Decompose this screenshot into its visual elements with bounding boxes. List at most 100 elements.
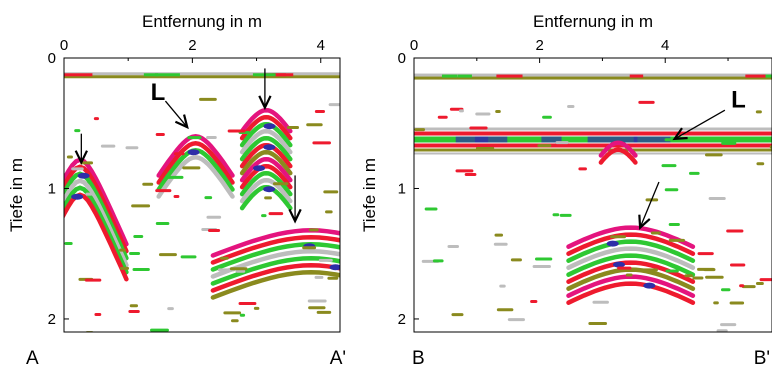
scatter-reflection: [204, 196, 213, 200]
y-tick-label: 0: [48, 50, 56, 67]
scatter-reflection: [703, 268, 716, 272]
hyperbola-band: [156, 141, 235, 185]
layer-reflection-dark-segment: [455, 136, 489, 143]
scatter-reflection: [493, 242, 508, 246]
scatter-reflection: [537, 144, 552, 148]
scatter-reflection: [668, 222, 680, 226]
hyperbola-band: [239, 149, 293, 176]
arrow-head: [672, 127, 688, 141]
scatter-reflection: [227, 129, 246, 133]
panel-b-y-axis-title: Tiefe in m: [360, 158, 379, 232]
scatter-reflection: [182, 166, 201, 170]
hyperbola-band: [239, 163, 293, 190]
surface-reflection-segment: [629, 74, 644, 78]
scatter-reflection: [769, 145, 772, 149]
scatter-reflection: [306, 123, 323, 127]
profile-start-label-a: A: [26, 348, 39, 369]
scatter-reflection: [640, 268, 658, 272]
scatter-reflection: [235, 269, 246, 273]
scatter-reflection: [66, 155, 73, 159]
hyperbola-band: [566, 281, 696, 305]
panel-a: 0 2 4 0 1 2 Entfernung in m Tiefe in m A A' L: [7, 12, 346, 369]
scatter-reflection: [720, 323, 737, 327]
scatter-reflection: [131, 204, 151, 208]
scatter-reflection: [451, 313, 464, 317]
scatter-reflection: [180, 255, 197, 259]
hyperbola-band: [210, 234, 340, 265]
scatter-reflection: [729, 301, 745, 305]
scatter-reflection: [323, 190, 339, 194]
scatter-reflection: [316, 310, 332, 314]
hyperbola-band: [566, 274, 696, 298]
scatter-reflection: [447, 244, 460, 248]
scatter-reflection: [85, 192, 93, 196]
scatter-reflection: [155, 132, 165, 136]
layer-reflection-dark-segment: [541, 136, 562, 143]
scatter-reflection: [173, 152, 185, 156]
hyperbola-band: [239, 135, 293, 162]
surface-reflection-segment: [457, 74, 472, 78]
scatter-reflection: [455, 169, 474, 173]
scatter-reflection: [129, 304, 138, 308]
scatter-reflection: [129, 252, 141, 256]
hyperbola-band: [239, 177, 293, 204]
scatter-reflection: [716, 329, 728, 332]
scatter-reflection: [661, 164, 677, 168]
scatter-reflection: [238, 301, 257, 305]
scatter-reflection: [312, 141, 331, 145]
layer-reflection-band: [414, 143, 772, 148]
scatter-reflection: [617, 266, 632, 270]
scatter-reflection: [721, 141, 737, 145]
hyperbola-band: [566, 267, 696, 291]
surface-reflection-segment: [762, 74, 772, 78]
scatter-reflection: [713, 301, 719, 305]
panel-b-ticks: 0 2 4 0 1 2: [398, 37, 729, 328]
hyperbola-band: [566, 232, 696, 256]
scatter-reflection: [166, 175, 184, 179]
layer-reflection-band: [414, 127, 772, 131]
arrow-head: [288, 208, 302, 224]
scatter-reflection: [530, 300, 538, 304]
surface-reflection-segment: [745, 74, 766, 78]
scatter-reflection: [759, 278, 772, 282]
arrow-head: [174, 114, 189, 130]
scatter-reflection: [507, 318, 525, 322]
scatter-reflection: [729, 263, 746, 267]
x-tick-label: 0: [60, 37, 68, 54]
scatter-reflection: [268, 212, 284, 216]
scatter-reflection: [755, 110, 762, 114]
hyperbola-dark-spot: [71, 193, 84, 200]
scatter-reflection: [499, 284, 506, 288]
scatter-reflection: [325, 210, 333, 214]
scatter-reflection: [308, 228, 319, 232]
hyperbola-band: [239, 156, 293, 183]
hyperbola-band: [210, 255, 340, 286]
scatter-reflection: [142, 182, 154, 186]
scatter-reflection: [559, 213, 572, 217]
layer-reflection-band: [414, 148, 772, 152]
scatter-reflection: [307, 299, 327, 303]
hyperbola-band: [64, 185, 129, 275]
scatter-reflection: [726, 229, 744, 233]
scatter-reflection: [314, 110, 325, 114]
panel-b-frame: [413, 57, 772, 333]
hyperbola-band: [566, 225, 696, 249]
scatter-reflection: [432, 259, 444, 263]
scatter-reflection: [327, 276, 339, 280]
scatter-reflection: [592, 300, 609, 304]
arrow-shaft: [164, 100, 188, 128]
hyperbola-band: [566, 239, 696, 263]
layer-reflection-dark-segment: [587, 136, 638, 143]
scatter-reflection: [239, 313, 246, 317]
scatter-reflection: [495, 110, 501, 114]
scatter-reflection: [155, 222, 170, 226]
scatter-reflection: [318, 258, 333, 262]
y-tick-label: 0: [398, 50, 406, 67]
annotation-label: L: [731, 87, 746, 114]
scatter-reflection: [739, 284, 745, 288]
x-tick-label: 2: [535, 37, 543, 54]
profile-start-label-b: B: [412, 348, 425, 369]
scatter-reflection: [302, 246, 317, 250]
surface-reflection-segment: [143, 73, 159, 77]
